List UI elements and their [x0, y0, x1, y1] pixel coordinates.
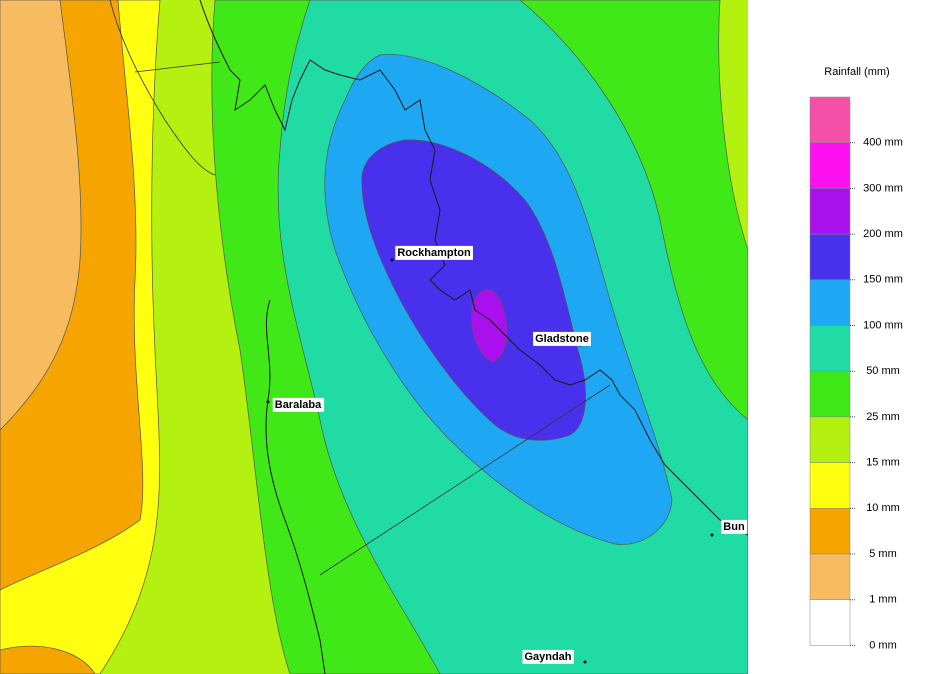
legend-label: 0 mm	[869, 639, 897, 651]
river	[265, 299, 326, 674]
town: Gayndah	[522, 649, 587, 664]
zone-150-200	[361, 139, 586, 441]
legend-label: 100 mm	[863, 319, 903, 331]
legend-swatch	[809, 553, 851, 600]
town-label-bg	[395, 245, 473, 260]
legend-label: 300 mm	[863, 182, 903, 194]
town-label: Gayndah	[524, 651, 571, 663]
town-label-bg	[522, 649, 574, 664]
legend-label: 150 mm	[863, 274, 903, 286]
legend-swatch	[809, 508, 851, 555]
town: Baralaba	[266, 397, 325, 412]
legend-label: 50 mm	[866, 365, 900, 377]
town-dot	[266, 400, 270, 404]
legend-swatch	[809, 279, 851, 326]
legend-label: 15 mm	[866, 457, 900, 469]
legend: Rainfall (mm) 400 mm 300 mm 200 mm 150 mm 10…	[809, 66, 903, 651]
town-dot	[390, 258, 394, 262]
zone-1-5	[0, 0, 82, 431]
town: Gladstone	[533, 331, 591, 347]
town: Bun	[710, 519, 747, 537]
town-label-bg	[533, 331, 591, 346]
legend-swatch	[809, 325, 851, 372]
legend-title: Rainfall (mm)	[824, 66, 889, 78]
town-dot	[710, 533, 714, 537]
legend-swatch	[809, 188, 851, 235]
legend-swatch	[809, 416, 851, 463]
rainfall-map	[0, 0, 748, 674]
town-label-bg	[272, 397, 325, 412]
town-dot	[583, 660, 587, 664]
town-label: Rockhampton	[397, 247, 471, 259]
zone-5-10	[0, 645, 96, 674]
legend-label: 10 mm	[866, 502, 900, 514]
legend-swatch	[809, 233, 851, 281]
legend-label: 200 mm	[863, 228, 903, 240]
town-label: Gladstone	[535, 333, 589, 345]
town-labels: Rockhampton Gladstone Baralaba Gayndah Bun	[266, 245, 747, 664]
legend-swatch	[809, 599, 851, 646]
legend-swatch	[809, 370, 851, 418]
legend-swatch	[809, 96, 851, 143]
zone-200-300	[471, 288, 508, 363]
legend-swatch	[809, 462, 851, 509]
coastline	[199, 0, 748, 536]
legend-label: 25 mm	[866, 411, 900, 423]
boundary-line	[109, 0, 611, 576]
town-label: Baralaba	[275, 399, 322, 411]
legend-label: 5 mm	[869, 548, 897, 560]
legend-swatch	[809, 142, 851, 189]
town-label-bg	[721, 519, 747, 534]
town-label: Bun	[723, 521, 745, 533]
legend-label: 400 mm	[863, 137, 903, 149]
legend-label: 1 mm	[869, 594, 897, 606]
town: Rockhampton	[390, 245, 473, 262]
